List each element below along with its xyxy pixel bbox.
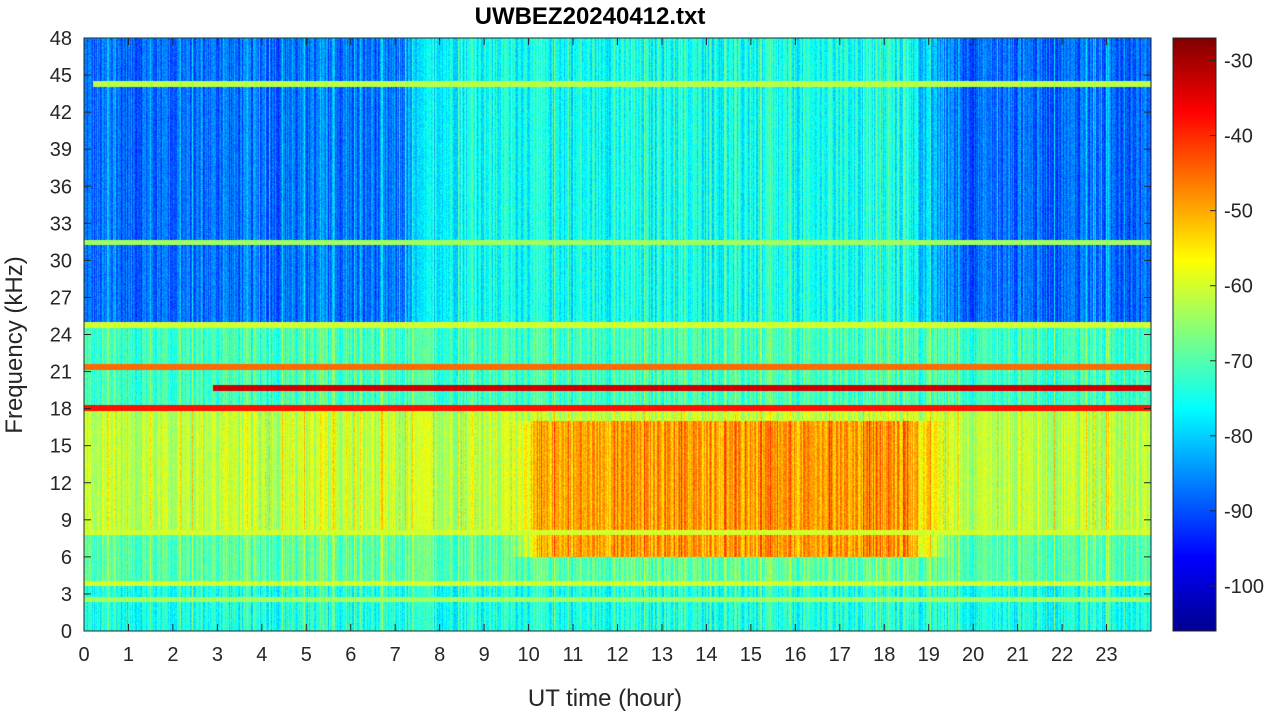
y-tick-label: 30	[50, 250, 72, 272]
y-tick-label: 36	[50, 176, 72, 198]
colorbar-ticks: -100 -90 -80 -70 -60 -50 -40 -30	[1210, 51, 1264, 598]
x-tick-label: 0	[78, 644, 89, 666]
x-tick-label: 19	[918, 644, 940, 666]
x-tick-label: 12	[606, 644, 628, 666]
colorbar-tick-label: -30	[1224, 51, 1253, 73]
x-tick-label: 23	[1095, 644, 1117, 666]
x-tick-label: 10	[517, 644, 539, 666]
y-tick-label: 27	[50, 287, 72, 309]
y-tick-label: 18	[50, 399, 72, 421]
colorbar-tick-label: -90	[1224, 501, 1253, 523]
y-tick-label: 12	[50, 473, 72, 495]
x-axis-label: UT time (hour)	[528, 685, 682, 712]
x-tick-label: 6	[345, 644, 356, 666]
y-tick-label: 15	[50, 436, 72, 458]
x-tick-label: 13	[651, 644, 673, 666]
x-tick-label: 14	[695, 644, 717, 666]
colorbar-tick-label: -70	[1224, 351, 1253, 373]
x-tick-label: 22	[1051, 644, 1073, 666]
y-tick-label: 9	[61, 510, 72, 532]
x-tick-label: 11	[563, 644, 584, 666]
x-tick-label: 8	[434, 644, 445, 666]
colorbar-tick-label: -100	[1224, 576, 1264, 598]
y-tick-label: 48	[50, 28, 72, 50]
y-tick-label: 42	[50, 102, 72, 124]
x-tick-label: 17	[829, 644, 851, 666]
x-tick-label: 1	[123, 644, 134, 666]
x-tick-label: 3	[212, 644, 223, 666]
x-tick-label: 16	[784, 644, 806, 666]
x-tick-label: 15	[740, 644, 762, 666]
x-tick-label: 21	[1007, 644, 1029, 666]
colorbar-tick-label: -60	[1224, 276, 1253, 298]
y-tick-label: 0	[61, 621, 72, 643]
x-tick-label: 2	[167, 644, 178, 666]
x-tick-label: 7	[390, 644, 401, 666]
y-tick-label: 6	[61, 547, 72, 569]
colorbar	[1172, 37, 1217, 632]
y-tick-label: 45	[50, 65, 72, 87]
spectrogram-heatmap	[84, 38, 1151, 631]
x-tick-label: 9	[479, 644, 490, 666]
x-tick-label: 5	[301, 644, 312, 666]
colorbar-tick-label: -80	[1224, 426, 1253, 448]
y-axis-label: Frequency (kHz)	[1, 256, 28, 433]
colorbar-tick-label: -40	[1224, 126, 1253, 148]
chart-title: UWBEZ20240412.txt	[475, 3, 706, 30]
x-tick-label: 4	[256, 644, 267, 666]
y-tick-label: 33	[50, 213, 72, 235]
x-axis: 0 1 2 3 4 5 6 7 8 9 10 11 12 13 14 15 16 17 18 19 20 21 22 23	[78, 38, 1118, 666]
y-tick-label: 3	[61, 584, 72, 606]
y-tick-label: 39	[50, 139, 72, 161]
y-tick-label: 21	[50, 362, 72, 384]
x-tick-label: 20	[962, 644, 984, 666]
y-tick-label: 24	[50, 325, 72, 347]
x-tick-label: 18	[873, 644, 895, 666]
colorbar-tick-label: -50	[1224, 201, 1253, 223]
